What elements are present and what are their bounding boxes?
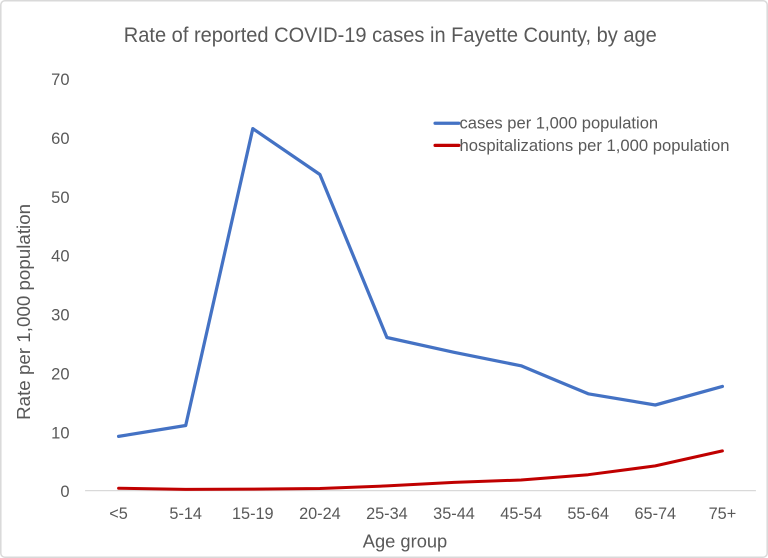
svg-text:55-64: 55-64 (567, 505, 609, 523)
svg-text:45-54: 45-54 (500, 505, 542, 523)
svg-text:30: 30 (51, 307, 69, 325)
svg-text:25-34: 25-34 (366, 505, 408, 523)
svg-text:20-24: 20-24 (299, 505, 341, 523)
svg-text:70: 70 (51, 71, 69, 89)
svg-text:<5: <5 (109, 505, 128, 523)
svg-text:cases per 1,000 population: cases per 1,000 population (460, 114, 659, 132)
svg-text:10: 10 (51, 424, 69, 442)
svg-text:15-19: 15-19 (232, 505, 274, 523)
svg-text:40: 40 (51, 248, 69, 266)
svg-text:Rate of reported COVID-19 case: Rate of reported COVID-19 cases in Fayet… (124, 24, 657, 47)
svg-text:20: 20 (51, 365, 69, 383)
svg-text:Age group: Age group (363, 532, 448, 552)
svg-text:65-74: 65-74 (634, 505, 676, 523)
svg-text:hospitalizations per 1,000 pop: hospitalizations per 1,000 population (460, 137, 730, 155)
svg-text:5-14: 5-14 (169, 505, 202, 523)
svg-text:Rate per 1,000 population: Rate per 1,000 population (14, 204, 34, 420)
svg-text:75+: 75+ (709, 505, 737, 523)
svg-text:0: 0 (60, 483, 69, 501)
svg-text:35-44: 35-44 (433, 505, 475, 523)
svg-text:60: 60 (51, 130, 69, 148)
svg-text:50: 50 (51, 189, 69, 207)
